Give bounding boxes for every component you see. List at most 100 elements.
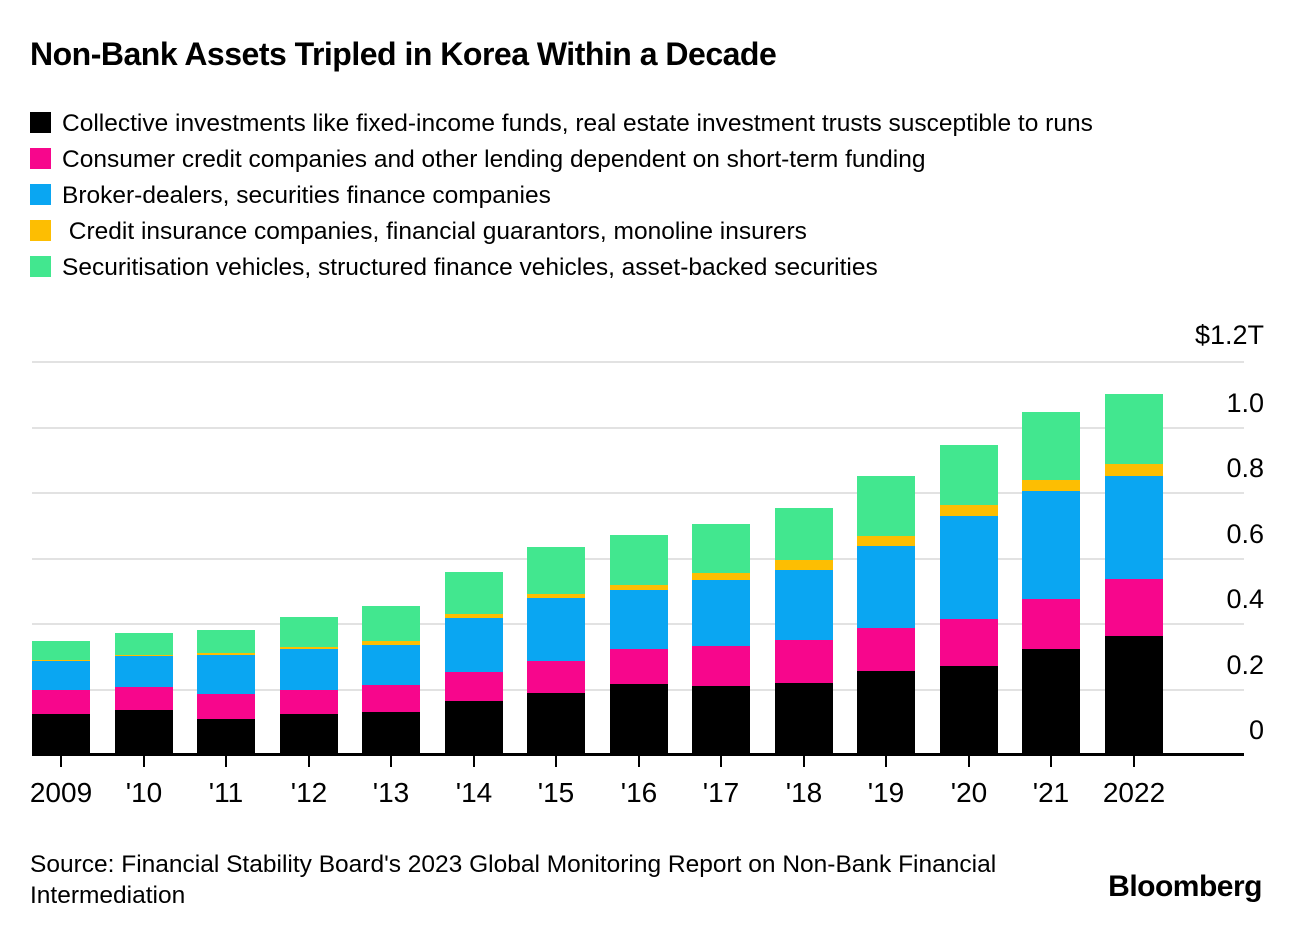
x-axis-label: '17 [702, 777, 740, 808]
x-axis-label: '18 [785, 777, 823, 808]
x-axis-tick [555, 756, 557, 767]
bar-segment [857, 475, 915, 536]
bar-segment [1022, 491, 1080, 599]
x-axis-label: 2009 [29, 777, 93, 808]
bar-segment [280, 690, 338, 715]
legend-label: Credit insurance companies, financial gu… [62, 218, 807, 245]
bar-segment [610, 585, 668, 591]
legend-swatch-icon [30, 184, 51, 205]
source-note: Source: Financial Stability Board's 2023… [30, 851, 997, 909]
bar-segment [857, 627, 915, 672]
x-axis-tick [225, 756, 227, 767]
x-axis-tick [885, 756, 887, 767]
bar-segment [445, 617, 503, 673]
bar-segment [775, 569, 833, 640]
bar-segment [610, 683, 668, 755]
bar-segment [692, 524, 750, 573]
x-axis-tick [143, 756, 145, 767]
bar-segment [280, 646, 338, 649]
legend-swatch-icon [30, 148, 51, 169]
x-axis-label: '19 [867, 777, 905, 808]
bar-segment [1105, 394, 1163, 464]
x-axis-label: '10 [125, 777, 163, 808]
bar-segment [197, 718, 255, 755]
bar-segment [527, 693, 585, 755]
legend-label: Collective investments like fixed-income… [62, 110, 1093, 137]
bar-segment [940, 618, 998, 667]
bar-segment [115, 687, 173, 711]
bar-segment [115, 710, 173, 755]
legend-item-1: Consumer credit companies and other lend… [30, 142, 1262, 178]
legend-label: Securitisation vehicles, structured fina… [62, 254, 878, 281]
bar-segment [197, 652, 255, 656]
bar-segment [1105, 578, 1163, 637]
x-axis-tick [803, 756, 805, 767]
chart-legend: Collective investments like fixed-income… [30, 106, 1262, 286]
bar-segment [527, 661, 585, 694]
x-axis-tick [308, 756, 310, 767]
bar-segment [115, 633, 173, 655]
x-axis-label: 2022 [1102, 777, 1166, 808]
x-axis-label: '21 [1032, 777, 1070, 808]
gridline [32, 361, 1244, 363]
bar-segment [362, 644, 420, 685]
bar-segment [1022, 412, 1080, 480]
x-axis-baseline [32, 753, 1244, 756]
bar-segment [197, 630, 255, 653]
bar-segment [940, 516, 998, 619]
x-axis-label: '14 [455, 777, 493, 808]
x-axis-tick [638, 756, 640, 767]
bar-segment [32, 661, 90, 691]
bar-segment [197, 655, 255, 695]
bar-segment [445, 571, 503, 614]
y-axis-tick-label: 0 [1248, 715, 1264, 745]
x-axis-tick [60, 756, 62, 767]
bar-segment [610, 648, 668, 684]
legend-item-0: Collective investments like fixed-income… [30, 106, 1262, 142]
bar-segment [940, 505, 998, 517]
bar-segment [775, 559, 833, 570]
x-axis-tick [1050, 756, 1052, 767]
bar-segment [692, 646, 750, 686]
legend-item-3: Credit insurance companies, financial gu… [30, 214, 1262, 250]
bar-segment [280, 648, 338, 691]
y-axis-tick-label: 0.4 [1226, 584, 1264, 614]
bar-segment [857, 535, 915, 547]
y-axis-unit-label: $1.2T [1194, 320, 1264, 350]
legend-swatch-icon [30, 220, 51, 241]
bar-segment [362, 605, 420, 642]
y-axis-tick-label: 0.2 [1226, 649, 1264, 680]
legend-swatch-icon [30, 112, 51, 133]
bar-segment [32, 641, 90, 661]
x-axis-tick [390, 756, 392, 767]
bar-segment [610, 534, 668, 585]
bar-segment [115, 656, 173, 688]
bar-segment [280, 714, 338, 755]
x-axis-tick [1133, 756, 1135, 767]
bar-segment [32, 660, 90, 662]
x-axis-tick [968, 756, 970, 767]
bar-segment [527, 547, 585, 594]
bar-segment [1022, 598, 1080, 649]
bar-segment [940, 666, 998, 755]
legend-item-4: Securitisation vehicles, structured fina… [30, 250, 1262, 286]
legend-item-2: Broker-dealers, securities finance compa… [30, 178, 1262, 214]
legend-label: Broker-dealers, securities finance compa… [62, 182, 551, 209]
y-axis-tick-label: 1.0 [1226, 387, 1264, 418]
x-axis-label: '15 [537, 777, 575, 808]
bar-segment [775, 508, 833, 560]
x-axis-label: '13 [372, 777, 410, 808]
bar-segment [32, 714, 90, 755]
bar-segment [775, 639, 833, 683]
bar-segment [692, 572, 750, 581]
bar-segment [527, 598, 585, 662]
chart-title: Non-Bank Assets Tripled in Korea Within … [30, 36, 777, 72]
bar-segment [362, 641, 420, 645]
legend-swatch-icon [30, 256, 51, 277]
bar-segment [1105, 475, 1163, 579]
bar-segment [1105, 463, 1163, 476]
y-axis-tick-label: 0.8 [1226, 453, 1264, 483]
bar-segment [610, 590, 668, 649]
bar-segment [362, 684, 420, 712]
legend-label: Consumer credit companies and other lend… [62, 146, 926, 173]
